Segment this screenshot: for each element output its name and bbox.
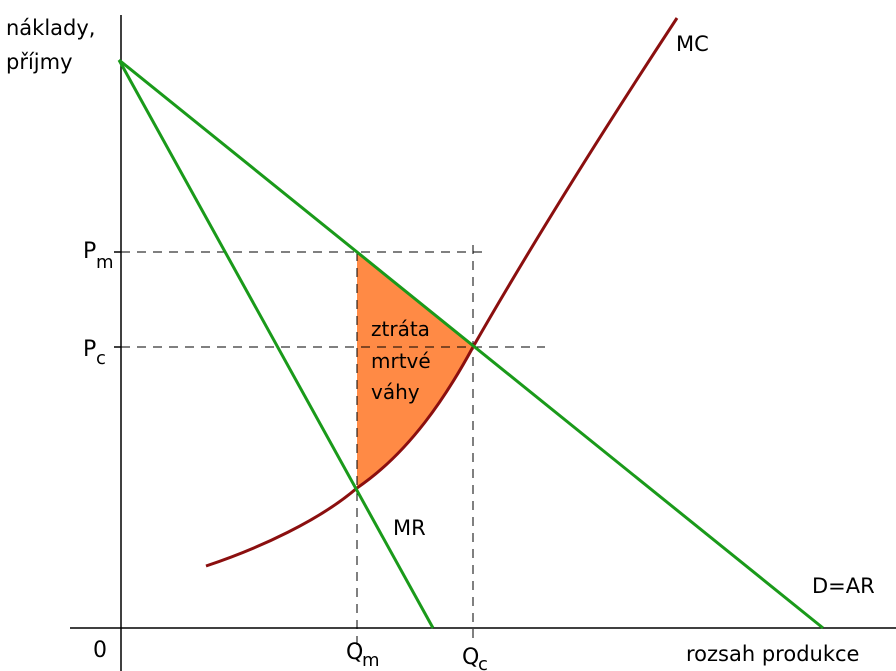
pc-label-base: P (83, 337, 96, 362)
pm-label-sub: m (96, 252, 114, 273)
demand-label: D=AR (812, 574, 875, 598)
pc-label: P c (83, 337, 106, 369)
pc-label-sub: c (96, 348, 106, 369)
pm-label: P m (83, 239, 114, 273)
mr-line (117, 59, 435, 629)
qm-label-sub: m (362, 650, 380, 671)
qc-label-sub: c (478, 654, 488, 671)
demand-line (118, 58, 824, 630)
pm-label-base: P (83, 239, 96, 264)
qc-label-base: Q (462, 645, 479, 670)
qm-label: Q m (346, 640, 380, 671)
qm-label-base: Q (346, 640, 363, 665)
deadweight-loss-label-line3: váhy (371, 380, 420, 404)
origin-label: 0 (93, 638, 107, 663)
deadweight-loss-area (357, 252, 473, 488)
mc-curve (205, 17, 679, 568)
qc-label: Q c (462, 645, 488, 671)
deadweight-loss-label-line2: mrtvé (371, 349, 431, 373)
y-axis-title-line2: příjmy (6, 50, 73, 74)
mr-label: MR (393, 516, 426, 540)
deadweight-loss-label-line1: ztráta (371, 317, 430, 341)
y-axis-title-line1: náklady, (6, 16, 95, 40)
x-axis-title: rozsah produkce (686, 642, 859, 666)
mc-label: MC (676, 32, 709, 56)
